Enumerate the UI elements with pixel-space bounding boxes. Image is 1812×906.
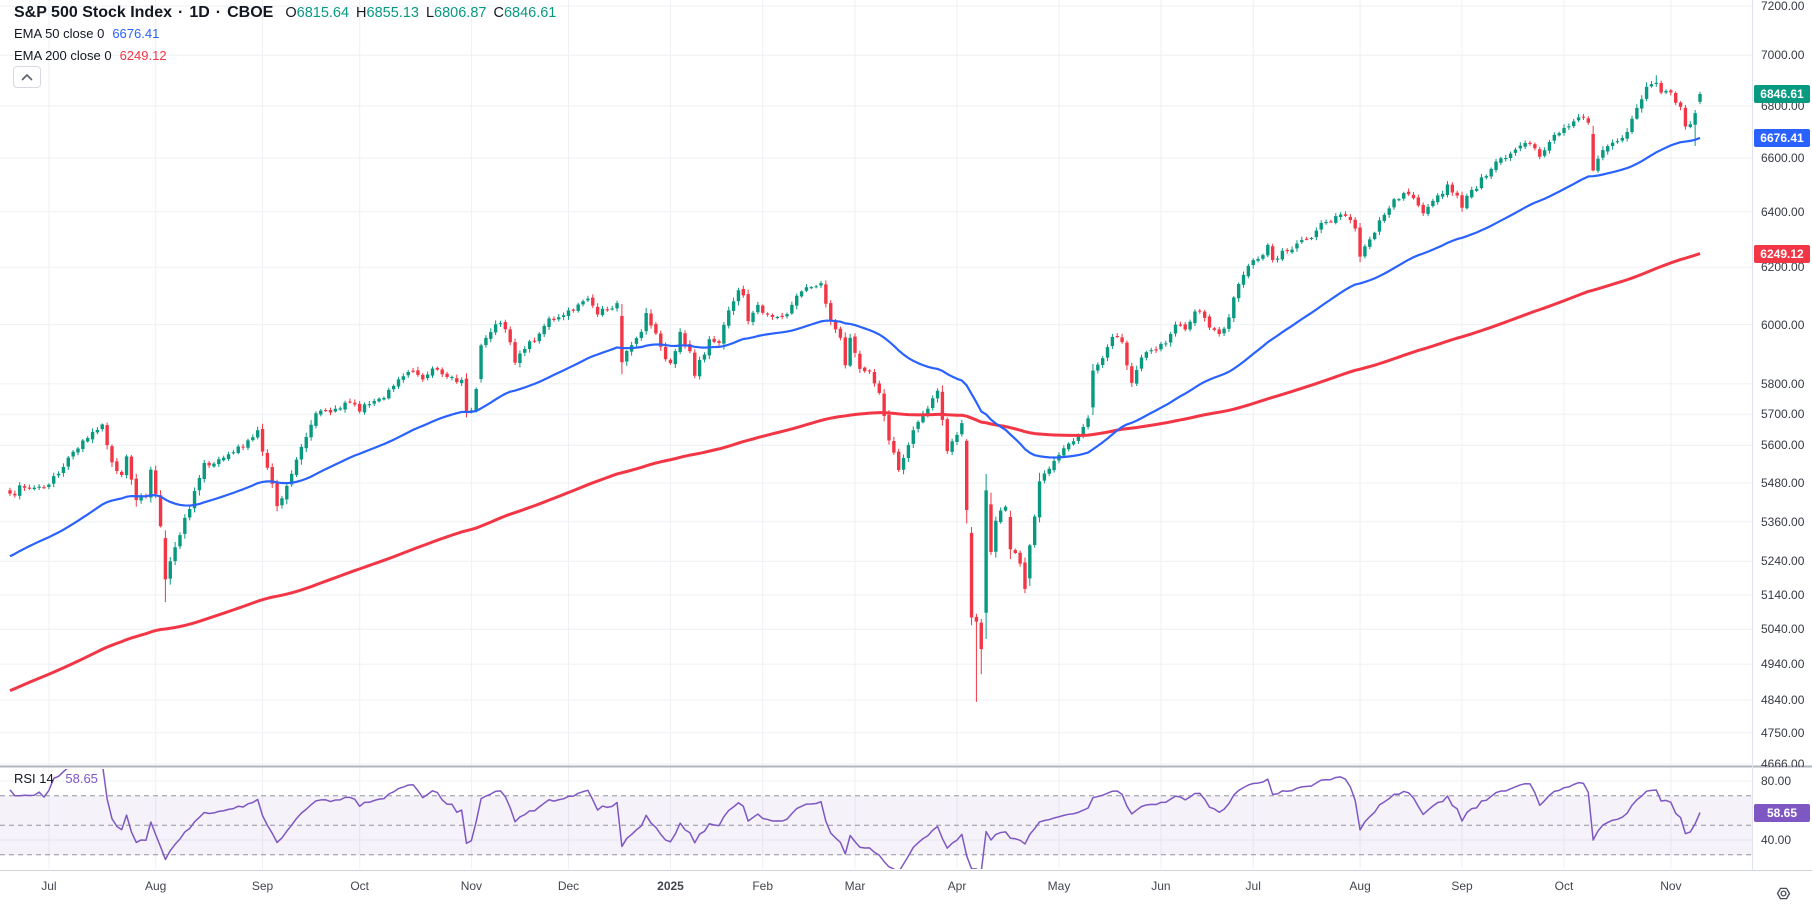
- time-tick-label: Jun: [1151, 879, 1171, 893]
- price-tick-label: 7000.00: [1761, 48, 1805, 63]
- price-tick-label: 4666.00: [1761, 757, 1805, 767]
- time-tick-label: Oct: [350, 879, 370, 893]
- price-tick-label: 4940.00: [1761, 657, 1805, 672]
- price-axis-tick-container: 7200.00 7000.00 6800.00 6600.00 6400.00 6200.…: [1761, 0, 1805, 767]
- symbol-exchange: CBOE: [227, 4, 274, 21]
- legend-separator: ·: [215, 4, 222, 21]
- settings-icon[interactable]: [1772, 882, 1794, 904]
- price-tick-label: 6600.00: [1761, 151, 1805, 165]
- gridlines: [0, 0, 1752, 869]
- time-tick-label: Feb: [752, 879, 774, 893]
- ema200-price-tag: 6249.12: [1754, 244, 1810, 263]
- price-tick-label: 5700.00: [1761, 407, 1805, 422]
- rsi-label: RSI 14: [14, 771, 54, 786]
- close-value: 6846.61: [503, 5, 557, 21]
- open-label: O: [285, 5, 297, 21]
- rsi-line[interactable]: [9, 763, 1701, 872]
- time-tick-label: Sep: [251, 879, 274, 893]
- time-tick-label: Aug: [145, 879, 167, 893]
- price-tick-label: 4750.00: [1761, 725, 1805, 740]
- symbol-legend[interactable]: S&P 500 Stock Index · 1D · CBOE O6815.64…: [14, 4, 563, 22]
- price-tick-label: 4840.00: [1761, 693, 1805, 707]
- high-label: H: [356, 5, 367, 21]
- candles-layer: [8, 75, 1702, 702]
- price-tick-label: 5480.00: [1761, 476, 1805, 490]
- time-tick-label: Aug: [1349, 879, 1371, 893]
- ema50-legend-row[interactable]: EMA 50 close 0 6676.41: [14, 26, 159, 41]
- price-tick-label: 5040.00: [1761, 622, 1805, 637]
- ema200-line[interactable]: [9, 252, 1701, 693]
- rsi-tick-label: 40.00: [1761, 833, 1792, 847]
- price-tick-label: 7200.00: [1761, 0, 1805, 13]
- price-tick-label: 6000.00: [1761, 317, 1805, 332]
- time-tick-label: Mar: [844, 879, 866, 893]
- last-price-tag: 6846.61: [1754, 84, 1810, 103]
- collapse-legend-button[interactable]: [13, 66, 41, 88]
- price-tick-label: 5240.00: [1761, 554, 1805, 569]
- time-axis[interactable]: [0, 871, 1812, 906]
- price-tick-label: 5140.00: [1761, 587, 1805, 602]
- close-label: C: [493, 5, 504, 21]
- time-tick-label: Nov: [460, 879, 483, 893]
- time-tick-label: Sep: [1451, 879, 1473, 893]
- time-tick-label: May: [1047, 879, 1071, 893]
- ohlc-values: O6815.64 H6855.13 L6806.87 C6846.61: [285, 5, 563, 21]
- ema50-line[interactable]: [9, 136, 1701, 558]
- rsi-pane: [0, 795, 1752, 856]
- symbol-title: S&P 500 Stock Index: [14, 4, 172, 21]
- rsi-tick-label: 80.00: [1761, 774, 1792, 788]
- rsi-value: 58.65: [65, 771, 98, 786]
- chevron-up-icon: [21, 73, 33, 81]
- ema200-label: EMA 200 close 0: [14, 48, 112, 63]
- ema50-price-tag: 6676.41: [1754, 128, 1810, 147]
- symbol-interval: 1D: [189, 4, 210, 21]
- time-tick-label: Nov: [1660, 879, 1682, 893]
- low-label: L: [425, 5, 435, 21]
- rsi-value-tag: 58.65: [1754, 803, 1810, 822]
- time-tick-label: Dec: [557, 879, 580, 893]
- price-tick-label: 6400.00: [1761, 204, 1805, 219]
- price-tick-label: 6200.00: [1761, 260, 1805, 275]
- time-tick-label: Jul: [1245, 879, 1261, 893]
- open-value: 6815.64: [296, 5, 350, 21]
- time-tick-label: Jul: [41, 879, 57, 893]
- low-value: 6806.87: [434, 5, 487, 21]
- price-tick-label: 5360.00: [1761, 514, 1805, 529]
- time-tick-label: Apr: [947, 879, 967, 893]
- ema200-value: 6249.12: [119, 48, 167, 63]
- ema50-label: EMA 50 close 0: [14, 26, 105, 41]
- legend-separator: ·: [178, 4, 184, 21]
- rsi-legend-row[interactable]: RSI 14 58.65: [14, 771, 98, 786]
- ema200-legend-row[interactable]: EMA 200 close 0 6249.12: [14, 48, 167, 63]
- high-value: 6855.13: [366, 5, 419, 21]
- ema50-value: 6676.41: [112, 26, 160, 41]
- price-tick-label: 5800.00: [1761, 376, 1805, 391]
- price-tick-label: 5600.00: [1761, 438, 1805, 453]
- time-tick-label: 2025: [657, 879, 684, 893]
- time-tick-label: Oct: [1554, 879, 1574, 893]
